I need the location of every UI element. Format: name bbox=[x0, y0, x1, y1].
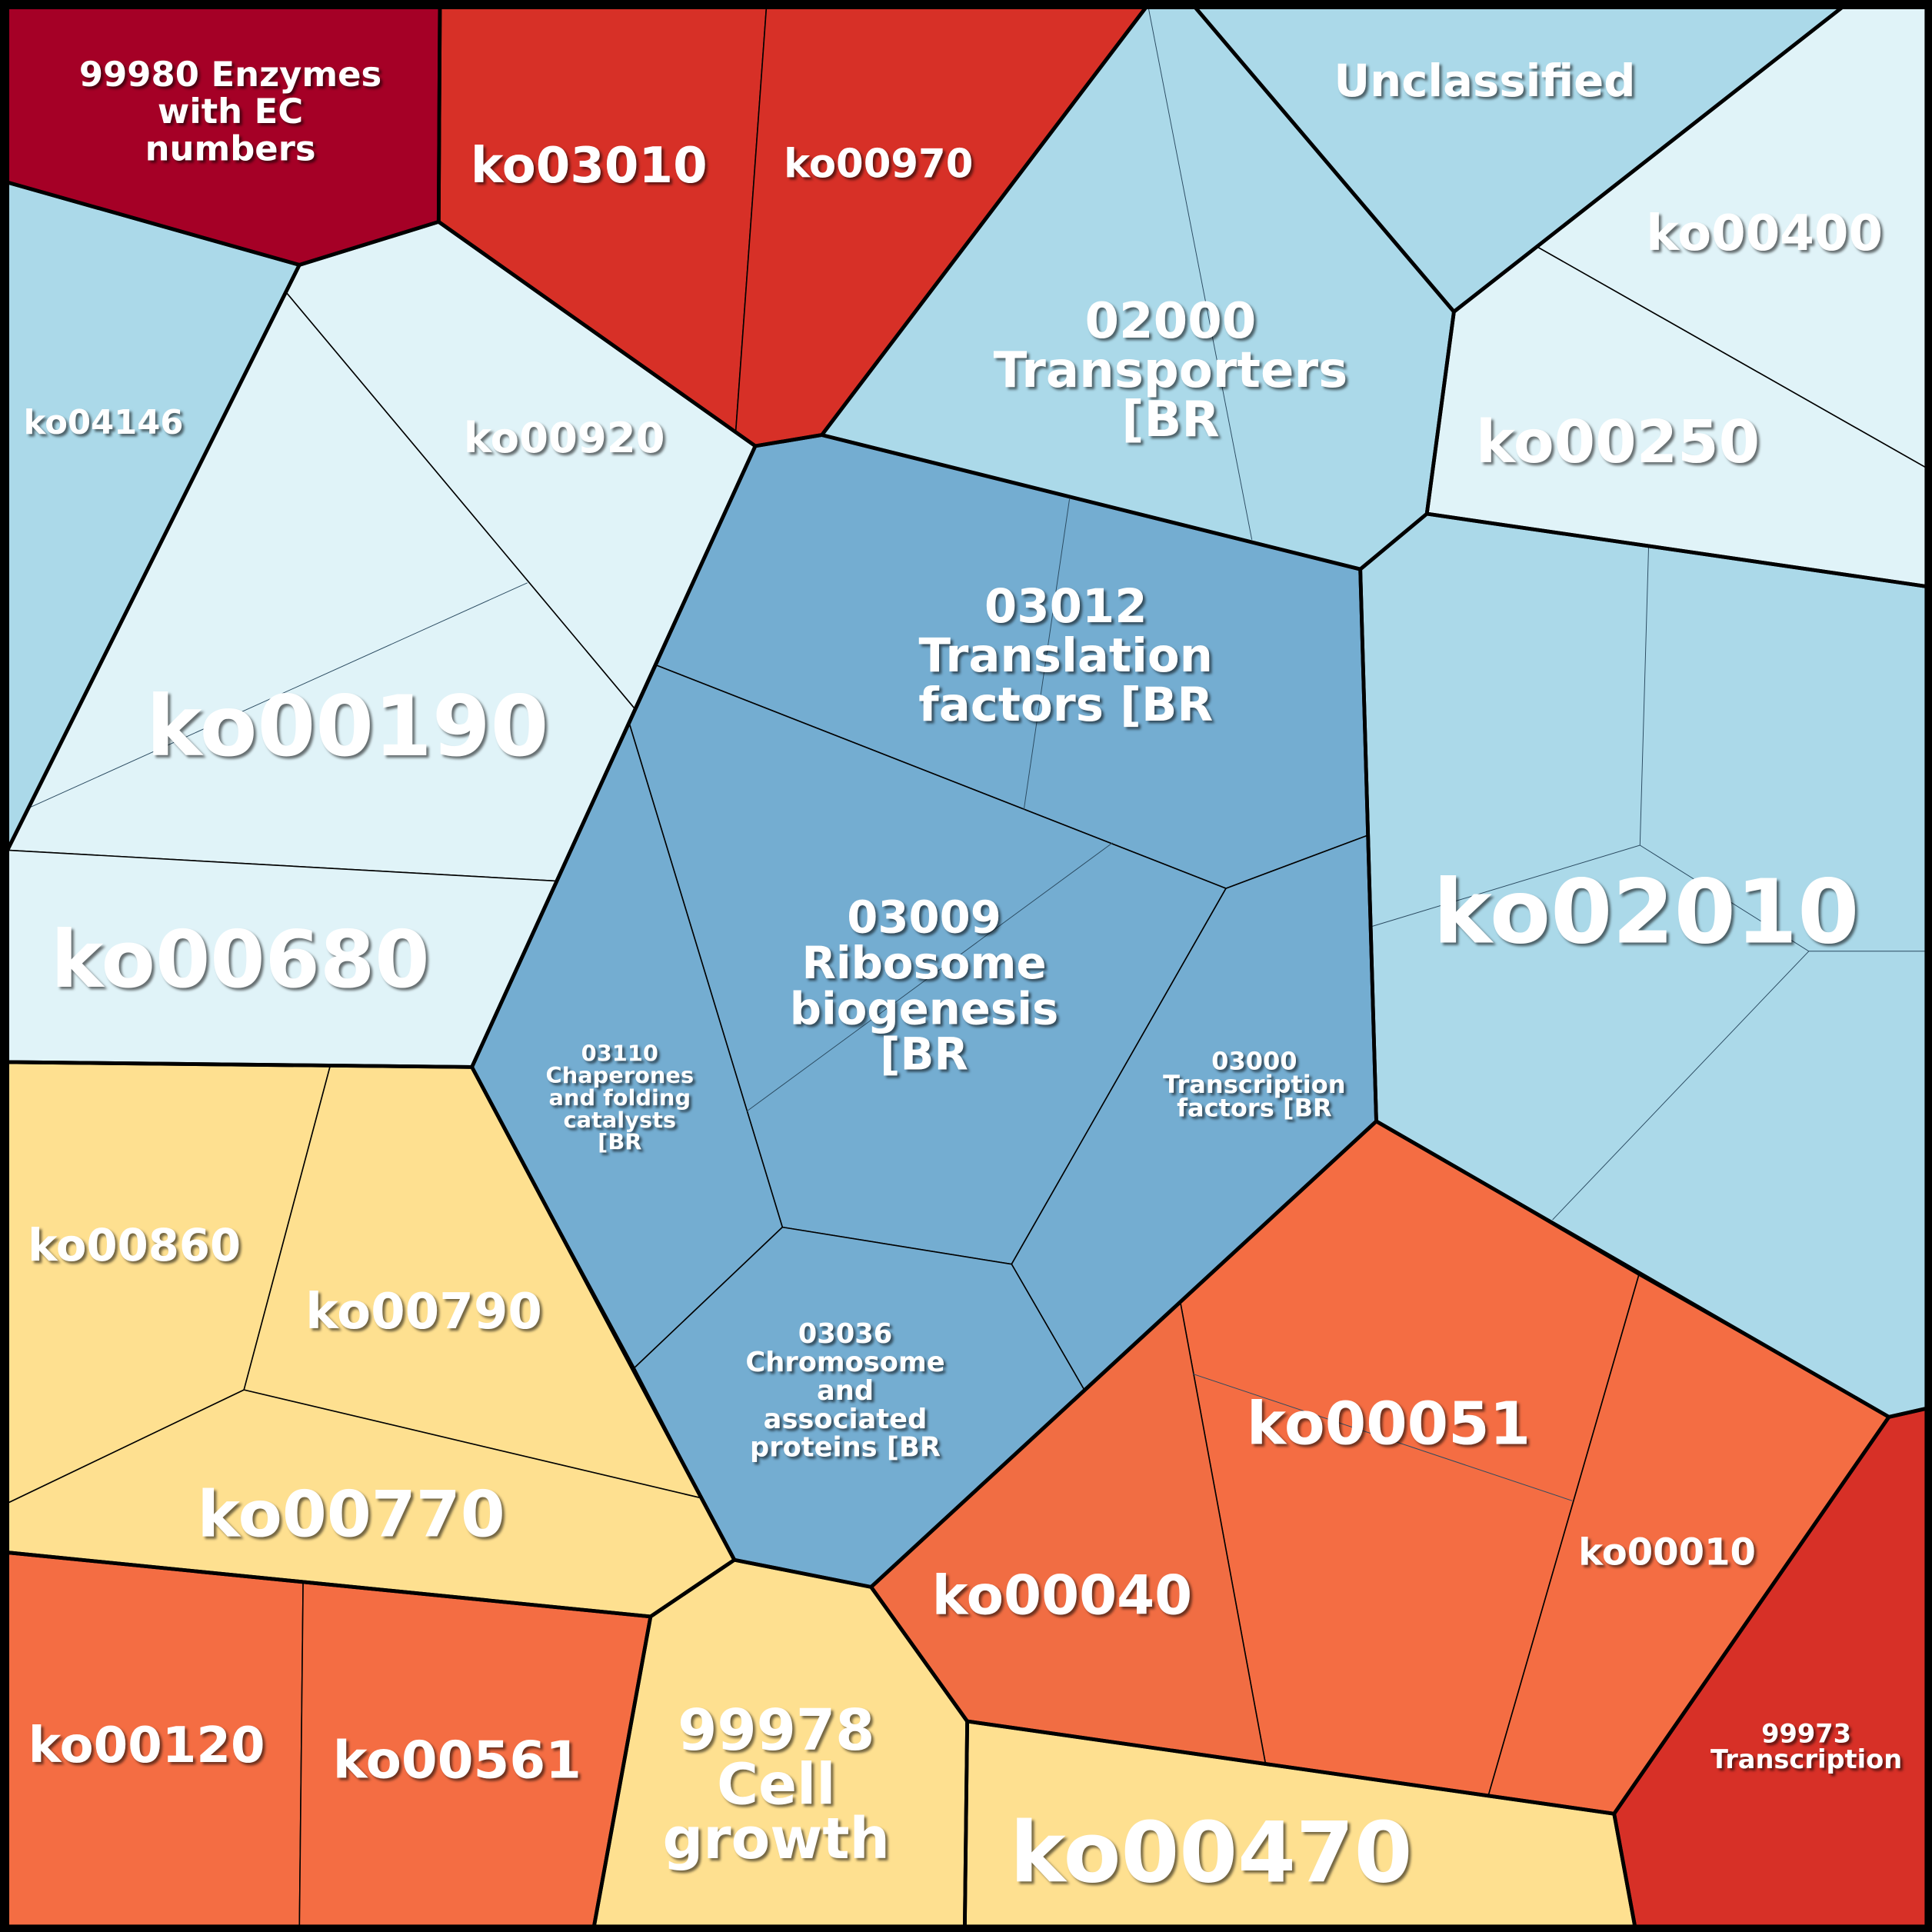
cell-label: growth bbox=[663, 1807, 890, 1872]
cell-label: 03000 bbox=[1211, 1047, 1297, 1076]
cell-label: ko00400 bbox=[1646, 205, 1883, 262]
sub-line bbox=[746, 842, 1113, 1112]
cell-label: ko00920 bbox=[464, 413, 665, 462]
cell-label: catalysts bbox=[564, 1107, 677, 1133]
cell-label: ko00190 bbox=[146, 678, 548, 775]
cell-label: and folding bbox=[549, 1084, 691, 1111]
cell-label: ko00120 bbox=[28, 1717, 265, 1774]
cell-label: biogenesis bbox=[790, 982, 1059, 1034]
cell-label: 99973 bbox=[1761, 1718, 1851, 1748]
sub-line bbox=[1148, 7, 1253, 540]
sub-line bbox=[1552, 951, 1810, 1221]
cell-label: ko03010 bbox=[471, 138, 708, 195]
cell-label: factors [BR bbox=[1177, 1093, 1332, 1122]
cell-label: ko00010 bbox=[1578, 1531, 1756, 1574]
cell-label: ko00770 bbox=[197, 1477, 505, 1552]
cell-label: 99980 Enzymes bbox=[79, 54, 381, 95]
cell-label: Chromosome bbox=[745, 1347, 944, 1378]
cell-label: [BR bbox=[598, 1129, 641, 1155]
cell-label: 03009 bbox=[847, 891, 1001, 944]
cell-label: proteins [BR bbox=[750, 1432, 941, 1464]
cell-label: ko00040 bbox=[932, 1564, 1193, 1627]
cell-label: 99978 bbox=[678, 1698, 874, 1764]
cell-label: Transcription bbox=[1163, 1070, 1345, 1099]
cell-label: ko00250 bbox=[1476, 408, 1760, 477]
cell-label: ko00051 bbox=[1247, 1391, 1531, 1459]
cell-label: and bbox=[817, 1375, 874, 1407]
cell-label: ko00970 bbox=[784, 142, 973, 188]
cell-label: ko00860 bbox=[28, 1219, 241, 1271]
cells bbox=[6, 6, 1928, 1928]
sub-line bbox=[30, 582, 528, 808]
cell-label: ko04146 bbox=[24, 404, 184, 442]
cell-label: with EC bbox=[158, 91, 303, 132]
cell-label: Unclassified bbox=[1334, 55, 1635, 107]
cell-label: 03110 bbox=[581, 1040, 658, 1066]
cell-label: ko00680 bbox=[51, 914, 430, 1006]
sub-lines bbox=[30, 7, 1927, 1501]
cell-label: 02000 bbox=[1084, 293, 1256, 350]
cell-label: Transporters bbox=[994, 342, 1348, 399]
cell-label: factors [BR bbox=[918, 678, 1213, 732]
cell-label: ko00790 bbox=[305, 1284, 542, 1341]
cell-label: Chaperones bbox=[546, 1062, 695, 1088]
sub-line bbox=[1023, 498, 1071, 810]
sub-line bbox=[1192, 1373, 1573, 1501]
cell-label: numbers bbox=[145, 128, 316, 168]
cell-label: Ribosome bbox=[801, 937, 1046, 989]
cell-label: Translation bbox=[919, 628, 1213, 683]
cell-label: Cell bbox=[717, 1752, 836, 1817]
cell-label: [BR bbox=[880, 1028, 968, 1081]
cell-label: ko00470 bbox=[1010, 1804, 1412, 1901]
cell-label: associated bbox=[764, 1404, 928, 1435]
cell-label: ko00561 bbox=[333, 1730, 581, 1790]
cell-label: 03036 bbox=[798, 1318, 893, 1350]
cell-label: 03012 bbox=[984, 579, 1148, 634]
cell-label: Transcription bbox=[1710, 1744, 1902, 1774]
cell-label: [BR bbox=[1121, 391, 1219, 448]
cell-label: ko02010 bbox=[1433, 861, 1859, 964]
